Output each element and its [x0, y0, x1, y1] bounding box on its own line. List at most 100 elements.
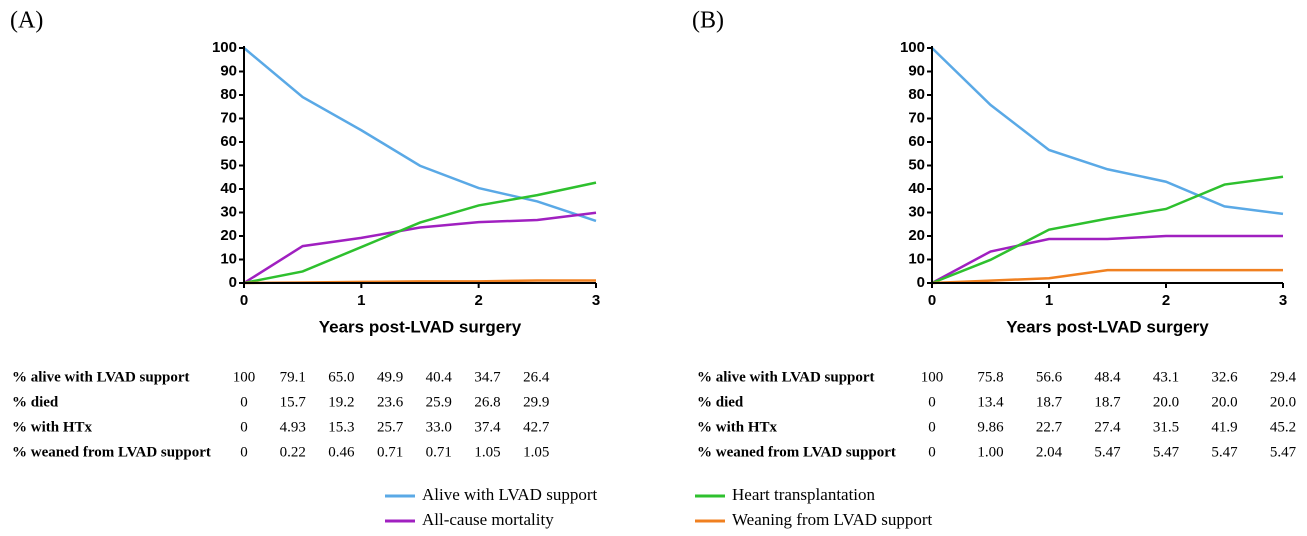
table-cell: 27.4 [1094, 419, 1121, 435]
series-line [931, 268, 1283, 285]
table-cell: 1.00 [977, 444, 1003, 460]
table-cell: 20.0 [1211, 394, 1237, 410]
table-cell: 32.6 [1211, 369, 1238, 385]
table-row-label: % died [12, 394, 59, 410]
table-cell: 37.4 [474, 419, 501, 435]
y-tick-label: 30 [908, 203, 925, 220]
x-axis-label: Years post-LVAD surgery [319, 317, 522, 336]
x-axis-label: Years post-LVAD surgery [1006, 317, 1209, 336]
y-tick-label: 40 [908, 180, 925, 197]
table-cell: 19.2 [328, 394, 354, 410]
table-cell: 48.4 [1094, 369, 1121, 385]
x-tick-label: 1 [357, 292, 365, 309]
series-line [243, 47, 597, 223]
table-row-label: % weaned from LVAD support [12, 444, 211, 460]
series-line [931, 47, 1284, 216]
legend: Alive with LVAD support All-cause mortal… [385, 485, 933, 529]
y-tick-label: 90 [908, 62, 925, 79]
table-cell: 40.4 [426, 369, 453, 385]
y-tick-label: 80 [220, 86, 237, 103]
table-cell: 0 [928, 394, 936, 410]
table-cell: 25.7 [377, 419, 404, 435]
table-cell: 42.7 [523, 419, 550, 435]
table-cell: 26.8 [474, 394, 500, 410]
y-tick-label: 60 [220, 133, 237, 150]
y-tick-label: 90 [220, 62, 237, 79]
table-cell: 23.6 [377, 394, 404, 410]
table-cell: 15.3 [328, 419, 354, 435]
panel-label: (B) [692, 8, 724, 34]
table-cell: 15.7 [280, 394, 307, 410]
y-tick-label: 70 [908, 109, 925, 126]
y-tick-label: 40 [220, 180, 237, 197]
table-cell: 33.0 [426, 419, 452, 435]
table-cell: 13.4 [977, 394, 1004, 410]
table-cell: 65.0 [328, 369, 354, 385]
legend-label: Weaning from LVAD support [732, 510, 933, 529]
y-tick-label: 20 [908, 227, 925, 244]
table-cell: 56.6 [1036, 369, 1063, 385]
legend-label: Heart transplantation [732, 485, 876, 504]
table-cell: 43.1 [1153, 369, 1179, 385]
y-tick-label: 20 [220, 227, 237, 244]
x-tick-label: 2 [1162, 292, 1170, 309]
table-cell: 2.04 [1036, 444, 1063, 460]
table-cell: 45.2 [1270, 419, 1296, 435]
legend-label: All-cause mortality [422, 510, 554, 529]
table-cell: 29.9 [523, 394, 549, 410]
table-cell: 0.71 [426, 444, 452, 460]
y-tick-label: 100 [900, 39, 925, 56]
table-cell: 0 [928, 419, 936, 435]
table-cell: 0 [240, 444, 248, 460]
y-tick-label: 60 [908, 133, 925, 150]
table-cell: 0.46 [328, 444, 355, 460]
table-cell: 79.1 [280, 369, 306, 385]
table-cell: 18.7 [1094, 394, 1121, 410]
x-tick-label: 2 [474, 292, 482, 309]
table-row-label: % alive with LVAD support [12, 369, 190, 385]
table-cell: 5.47 [1270, 444, 1297, 460]
x-tick-label: 1 [1045, 292, 1053, 309]
table-cell: 0 [928, 444, 936, 460]
table-cell: 25.9 [426, 394, 452, 410]
y-tick-label: 70 [220, 109, 237, 126]
y-tick-label: 100 [212, 39, 237, 56]
table-cell: 75.8 [977, 369, 1003, 385]
table-cell: 18.7 [1036, 394, 1063, 410]
table-cell: 100 [921, 369, 944, 385]
table-cell: 41.9 [1211, 419, 1237, 435]
y-tick-label: 10 [220, 250, 237, 267]
series-line [243, 181, 597, 285]
y-tick-label: 0 [917, 274, 925, 291]
table-row-label: % with HTx [697, 419, 778, 435]
table-cell: 5.47 [1153, 444, 1180, 460]
table-row-label: % alive with LVAD support [697, 369, 875, 385]
table-cell: 20.0 [1153, 394, 1179, 410]
series-line [243, 211, 597, 285]
y-tick-label: 50 [220, 156, 237, 173]
table-cell: 29.4 [1270, 369, 1297, 385]
table-cell: 1.05 [523, 444, 549, 460]
table-cell: 0 [240, 419, 248, 435]
table-cell: 1.05 [474, 444, 500, 460]
table-cell: 5.47 [1094, 444, 1121, 460]
x-tick-label: 0 [928, 292, 936, 309]
table-cell: 0 [240, 394, 248, 410]
y-tick-label: 30 [220, 203, 237, 220]
series-line [931, 234, 1283, 285]
table-cell: 9.86 [977, 419, 1004, 435]
table-row-label: % with HTx [12, 419, 93, 435]
table-cell: 49.9 [377, 369, 403, 385]
table-cell: 5.47 [1211, 444, 1238, 460]
table-cell: 0.71 [377, 444, 403, 460]
table-cell: 20.0 [1270, 394, 1296, 410]
y-tick-label: 80 [908, 86, 925, 103]
table-cell: 34.7 [474, 369, 501, 385]
x-tick-label: 0 [240, 292, 248, 309]
table-cell: 22.7 [1036, 419, 1063, 435]
panel-label: (A) [10, 8, 43, 34]
table-cell: 100 [233, 369, 256, 385]
series-line [931, 175, 1284, 285]
x-tick-label: 3 [1279, 292, 1287, 309]
